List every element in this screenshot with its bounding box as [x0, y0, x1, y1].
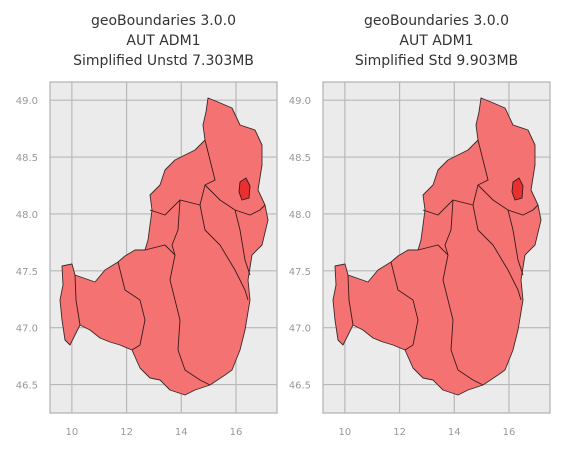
- y-tick-label: 48.5: [289, 153, 311, 164]
- x-tick-label: 16: [230, 427, 243, 438]
- x-tick-label: 10: [339, 427, 352, 438]
- x-tick-label: 10: [66, 427, 79, 438]
- chart-title: AUT ADM1: [126, 33, 200, 49]
- vienna-region: [511, 177, 524, 201]
- y-tick-label: 48.0: [289, 210, 311, 221]
- chart-title: geoBoundaries 3.0.0: [364, 13, 509, 29]
- y-tick-label: 48.0: [16, 210, 38, 221]
- y-tick-label: 49.0: [289, 96, 311, 107]
- chart-title: AUT ADM1: [399, 33, 473, 49]
- vienna-region: [238, 177, 251, 201]
- chart-title: Simplified Std 9.903MB: [355, 53, 518, 69]
- x-tick-label: 16: [503, 427, 516, 438]
- x-tick-label: 14: [175, 427, 188, 438]
- y-tick-label: 46.5: [16, 381, 38, 392]
- x-tick-label: 12: [393, 427, 406, 438]
- x-tick-label: 12: [120, 427, 133, 438]
- chart-title: Simplified Unstd 7.303MB: [73, 53, 254, 69]
- y-tick-label: 47.5: [289, 267, 311, 278]
- y-tick-label: 47.5: [16, 267, 38, 278]
- x-tick-label: 14: [448, 427, 461, 438]
- y-tick-label: 47.0: [289, 324, 311, 335]
- y-tick-label: 46.5: [289, 381, 311, 392]
- y-tick-label: 47.0: [16, 324, 38, 335]
- y-tick-label: 48.5: [16, 153, 38, 164]
- chart-title: geoBoundaries 3.0.0: [91, 13, 236, 29]
- y-tick-label: 49.0: [16, 96, 38, 107]
